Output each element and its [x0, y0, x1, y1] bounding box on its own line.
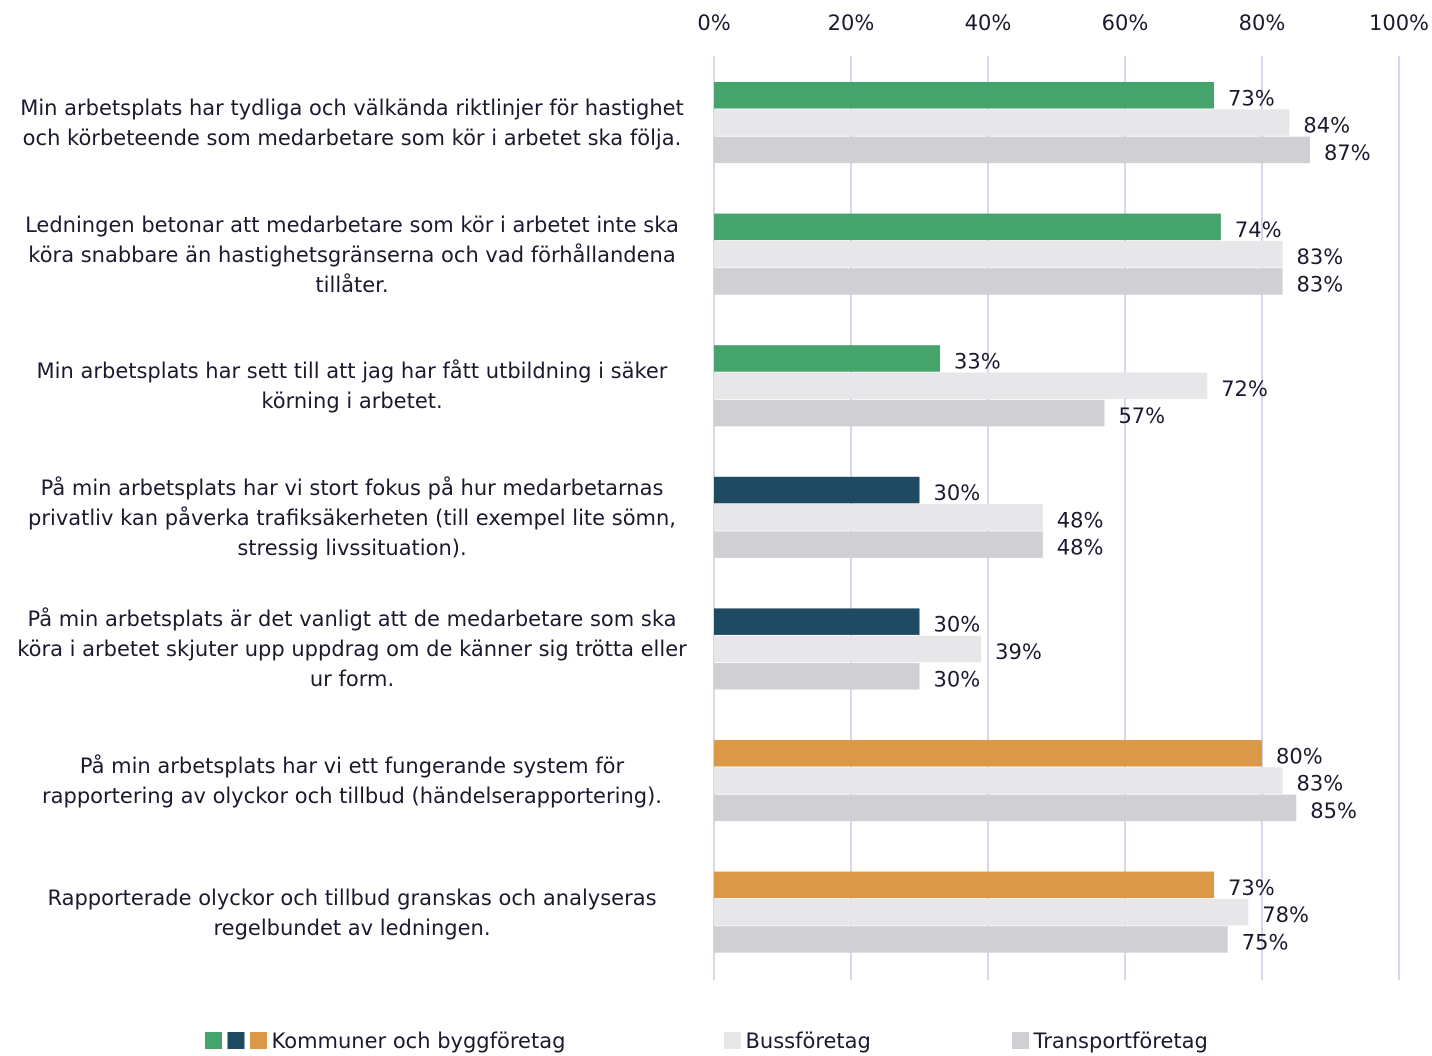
bar — [714, 635, 982, 663]
bar — [714, 898, 1249, 926]
data-label: 33% — [954, 349, 1001, 373]
bar — [714, 240, 1283, 268]
data-label: 72% — [1221, 377, 1268, 401]
x-tick-label: 20% — [828, 11, 875, 35]
legend-label: Kommuner och byggföretag — [272, 1029, 566, 1053]
data-label: 78% — [1262, 903, 1309, 927]
x-tick-label: 100% — [1369, 11, 1429, 35]
bar — [714, 213, 1221, 241]
category-label: På min arbetsplats har vi ett fungerande… — [42, 753, 662, 808]
data-label: 30% — [934, 613, 981, 637]
data-label: 73% — [1228, 876, 1275, 900]
bar — [714, 372, 1208, 399]
bar — [714, 399, 1105, 427]
category-label: Min arbetsplats har tydliga och välkända… — [20, 95, 684, 150]
data-label: 73% — [1228, 86, 1275, 110]
data-label: 48% — [1057, 508, 1104, 532]
bar — [714, 531, 1043, 558]
legend-swatch — [1012, 1032, 1029, 1049]
bar — [714, 268, 1283, 295]
data-label: 83% — [1297, 272, 1344, 296]
x-tick-label: 80% — [1239, 11, 1286, 35]
category-label: Ledningen betonar att medarbetare som kö… — [25, 212, 679, 297]
legend-swatch — [227, 1032, 245, 1049]
bar — [714, 476, 920, 504]
x-tick-label: 40% — [965, 11, 1012, 35]
category-label: Min arbetsplats har sett till att jag ha… — [36, 359, 668, 414]
data-label: 57% — [1118, 404, 1165, 428]
bar — [714, 740, 1262, 767]
bar — [714, 608, 920, 635]
data-label: 83% — [1297, 245, 1344, 269]
bar — [714, 109, 1290, 136]
bar — [714, 926, 1228, 953]
bar — [714, 82, 1215, 109]
bar — [714, 871, 1215, 899]
data-label: 30% — [934, 667, 981, 691]
data-label: 85% — [1310, 799, 1357, 823]
data-label: 48% — [1057, 536, 1104, 560]
legend-label: Transportföretag — [1033, 1029, 1208, 1053]
data-label: 30% — [934, 481, 981, 505]
x-tick-label: 0% — [697, 11, 730, 35]
bar — [714, 504, 1043, 531]
legend-swatch — [250, 1032, 267, 1049]
category-label: På min arbetsplats har vi stort fokus på… — [28, 475, 676, 560]
bar — [714, 136, 1310, 164]
bar — [714, 663, 920, 690]
data-label: 39% — [995, 640, 1042, 664]
x-tick-label: 60% — [1102, 11, 1149, 35]
legend-swatch — [205, 1032, 222, 1049]
legend-label: Bussföretag — [746, 1029, 871, 1053]
legend-swatch — [724, 1032, 741, 1049]
data-label: 87% — [1324, 141, 1371, 165]
data-label: 80% — [1276, 744, 1323, 768]
category-label: På min arbetsplats är det vanligt att de… — [17, 607, 687, 692]
bar — [714, 767, 1283, 794]
bar — [714, 794, 1297, 822]
data-label: 75% — [1242, 930, 1289, 954]
data-label: 84% — [1303, 114, 1350, 138]
data-label: 83% — [1297, 772, 1344, 796]
bar — [714, 345, 941, 372]
category-label: Rapporterade olyckor och tillbud granska… — [47, 885, 657, 940]
data-label: 74% — [1235, 218, 1282, 242]
